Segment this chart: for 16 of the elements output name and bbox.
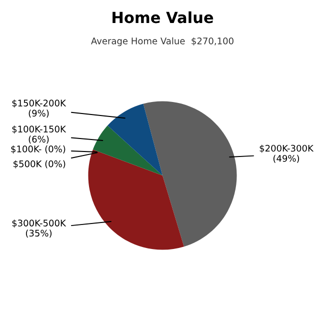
data-label: (49%) [273,154,300,163]
chart-title: Home Value [112,11,214,24]
pie-slice [88,150,184,250]
slice-label: $300K-500K [12,219,66,228]
category-label: $500K (0%) [14,160,66,168]
data-label: (35%) [26,230,52,238]
data-label: (6%) [28,136,49,144]
slice-label: $100K-150K [12,125,66,134]
slice-label: $200K-300K [260,144,314,153]
data-label: (9%) [28,110,49,118]
chart-subtitle: Average Home Value $270,100 [91,37,234,46]
slice-label: $150K-200K [12,99,66,108]
pie-slice [108,104,162,176]
pie-slice [143,101,237,247]
legend-label: $100K- (0%) [11,145,66,154]
pie-slice [92,126,162,176]
